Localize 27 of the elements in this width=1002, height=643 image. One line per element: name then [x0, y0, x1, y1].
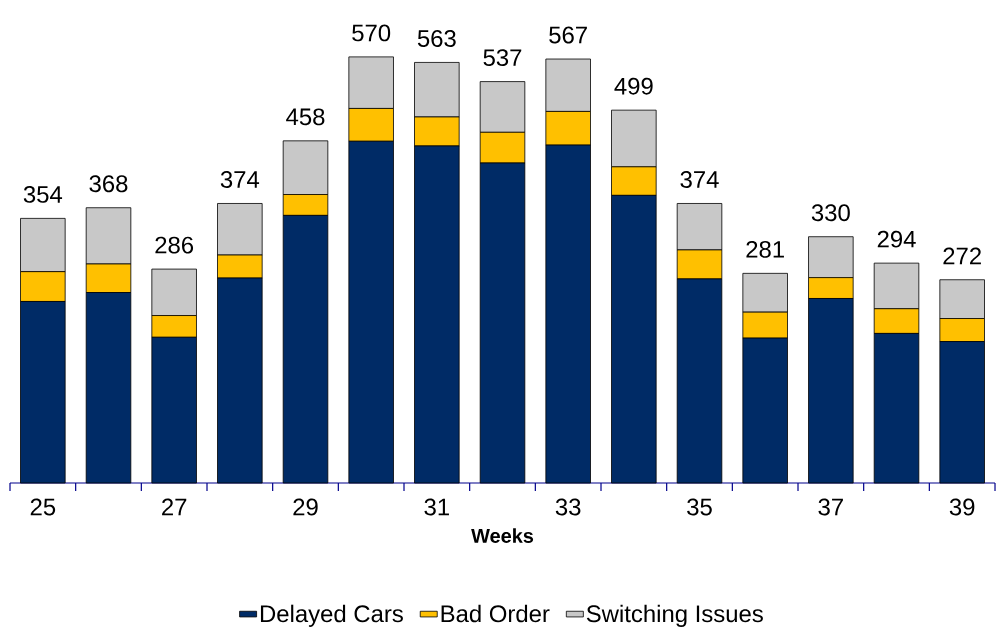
x-tick-label: 37: [818, 498, 843, 516]
annotation: 374: [680, 171, 719, 188]
x-tick-label: 33: [555, 498, 581, 516]
annotation: 286: [155, 236, 194, 254]
x-tick-label: 27: [162, 498, 187, 516]
text: 567: [549, 26, 587, 44]
annotation: 330: [811, 204, 850, 222]
text: 563: [417, 29, 456, 47]
annotation: 354: [23, 185, 63, 203]
x-tick-label: 35: [687, 498, 712, 516]
text: 570: [352, 24, 391, 42]
x-tick-label: 31: [424, 498, 449, 516]
x-axis-title: Weeks: [471, 528, 534, 543]
x-tick-label: 25: [30, 498, 56, 516]
annotation: 294: [877, 230, 916, 248]
annotation: 368: [89, 175, 128, 193]
legend-label: Delayed Cars: [260, 604, 403, 627]
annotation: 374: [220, 171, 260, 188]
annotation: 272: [943, 247, 981, 265]
x-tick-label: 39: [949, 498, 975, 516]
legend-label: Switching Issues: [586, 604, 763, 627]
legend-label: Bad Order: [441, 604, 550, 623]
x-tick-label: 29: [293, 498, 318, 516]
annotation: 458: [286, 108, 325, 126]
annotation: 281: [746, 240, 784, 258]
annotation: 499: [614, 77, 653, 95]
annotation: 537: [483, 49, 522, 67]
